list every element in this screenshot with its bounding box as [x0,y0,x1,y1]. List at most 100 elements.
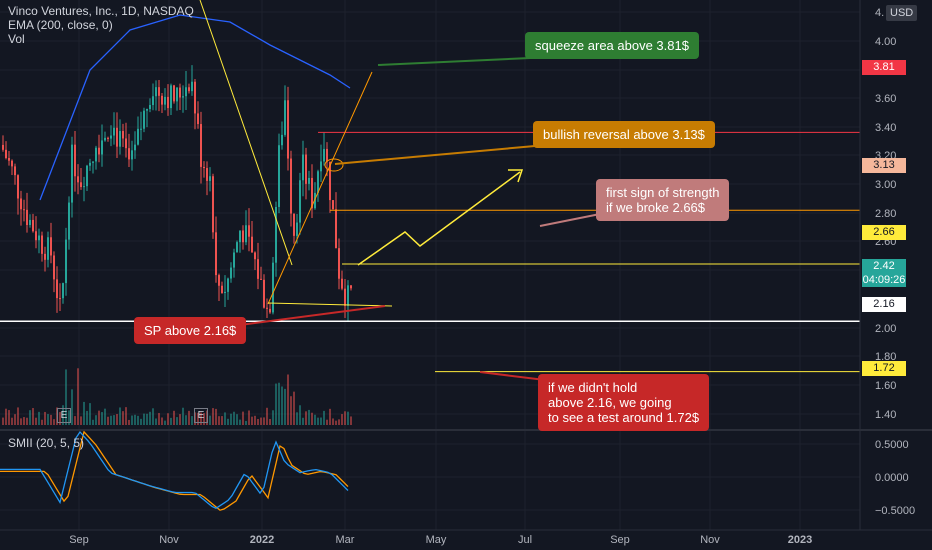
candle-body [344,288,346,306]
callout-pointer [539,213,601,227]
volume-bar [260,417,262,425]
volume-bar [146,413,148,425]
candle-body [107,137,109,139]
candle-body [68,202,70,240]
candle-body [266,307,268,309]
volume-bar [119,407,121,425]
volume-bar [167,413,169,425]
projection-arrowhead [508,169,524,183]
candle-body [254,252,256,260]
volume-bar [350,416,352,425]
candle-body [230,267,232,279]
volume-bar [296,412,298,425]
volume-bar [53,419,55,425]
candle-body [62,283,64,299]
trend-line [199,0,293,266]
trend-line [267,302,393,307]
volume-bar [110,415,112,425]
volume-bar [266,407,268,425]
volume-bar [227,418,229,425]
y-tick-label: 2.00 [875,323,896,335]
candle-body [38,235,40,241]
candle-body [149,105,151,110]
candle-body [233,252,235,268]
volume-bar [50,414,52,425]
bullish-annotation[interactable]: bullish reversal above 3.13$ [533,121,715,148]
volume-bar [14,414,16,425]
candle-body [110,135,112,139]
candle-body [329,161,331,201]
volume-bar [140,418,142,425]
earnings-marker[interactable]: E [194,408,208,423]
candle-body [191,81,193,92]
volume-bar [302,417,304,425]
volume-bar [275,383,277,425]
volume-bar [5,408,7,425]
volume-bars [2,368,352,425]
x-tick-label: May [426,534,447,546]
drawings [0,0,860,381]
candle-body [173,85,175,102]
volume-bar [299,405,301,425]
candle-body [284,100,286,135]
candle-body [260,278,262,280]
hold-annotation[interactable]: if we didn't hold above 2.16, we going t… [538,374,710,431]
strength-annotation[interactable]: first sign of strength if we broke 2.66$ [596,179,730,221]
candle-body [287,100,289,159]
candle-body [104,137,106,141]
candle-body [302,154,304,181]
x-tick-label: Nov [159,534,179,546]
candle-body [47,237,49,260]
candle-body [41,235,43,254]
volume-bar [11,417,13,425]
volume-bar [203,413,205,425]
grid [0,0,860,530]
volume-bar [17,407,19,425]
candle-body [251,236,253,253]
volume-bar [8,410,10,425]
candle-body [338,248,340,279]
candle-body [83,186,85,188]
volume-bar [38,411,40,425]
sp-annotation[interactable]: SP above 2.16$ [134,317,247,344]
ema-line [39,14,351,201]
candle-body [311,177,313,209]
callout-pointer [334,145,536,165]
candle-body [20,198,22,210]
squeeze-annotation[interactable]: squeeze area above 3.81$ [525,32,699,59]
candle-body [74,144,76,177]
candle-body [188,87,190,92]
hold-line-3: to see a test around 1.72$ [548,410,700,425]
y-tick-label: 3.00 [875,179,896,191]
smii-tick-label: −0.5000 [875,505,915,517]
volume-bar [248,410,250,425]
volume-bar [74,416,76,425]
volume-bar [152,408,154,425]
earnings-marker[interactable]: E [57,408,71,423]
y-tick-label: 1.40 [875,409,896,421]
volume-bar [23,417,25,425]
candle-body [239,230,241,243]
candle-body [128,148,130,160]
volume-bar [41,419,43,425]
hold-line-1: if we didn't hold [548,380,638,395]
symbol-title: Vinco Ventures, Inc., 1D, NASDAQ [8,4,194,18]
candle-body [143,110,145,129]
volume-bar [158,413,160,425]
candle-body [296,222,298,236]
candle-body [14,166,16,176]
candle-body [200,124,202,167]
candle-body [137,128,139,145]
y-tick-label: 1.80 [875,351,896,363]
currency-button[interactable]: USD [886,5,918,21]
volume-bar [44,411,46,425]
volume-bar [179,414,181,425]
x-tick-label: Sep [610,534,630,546]
candle-body [245,225,247,243]
volume-bar [101,412,103,425]
volume-bar [221,416,223,425]
candle-body [101,140,103,155]
candle-body [320,161,322,172]
candle-body [167,96,169,109]
